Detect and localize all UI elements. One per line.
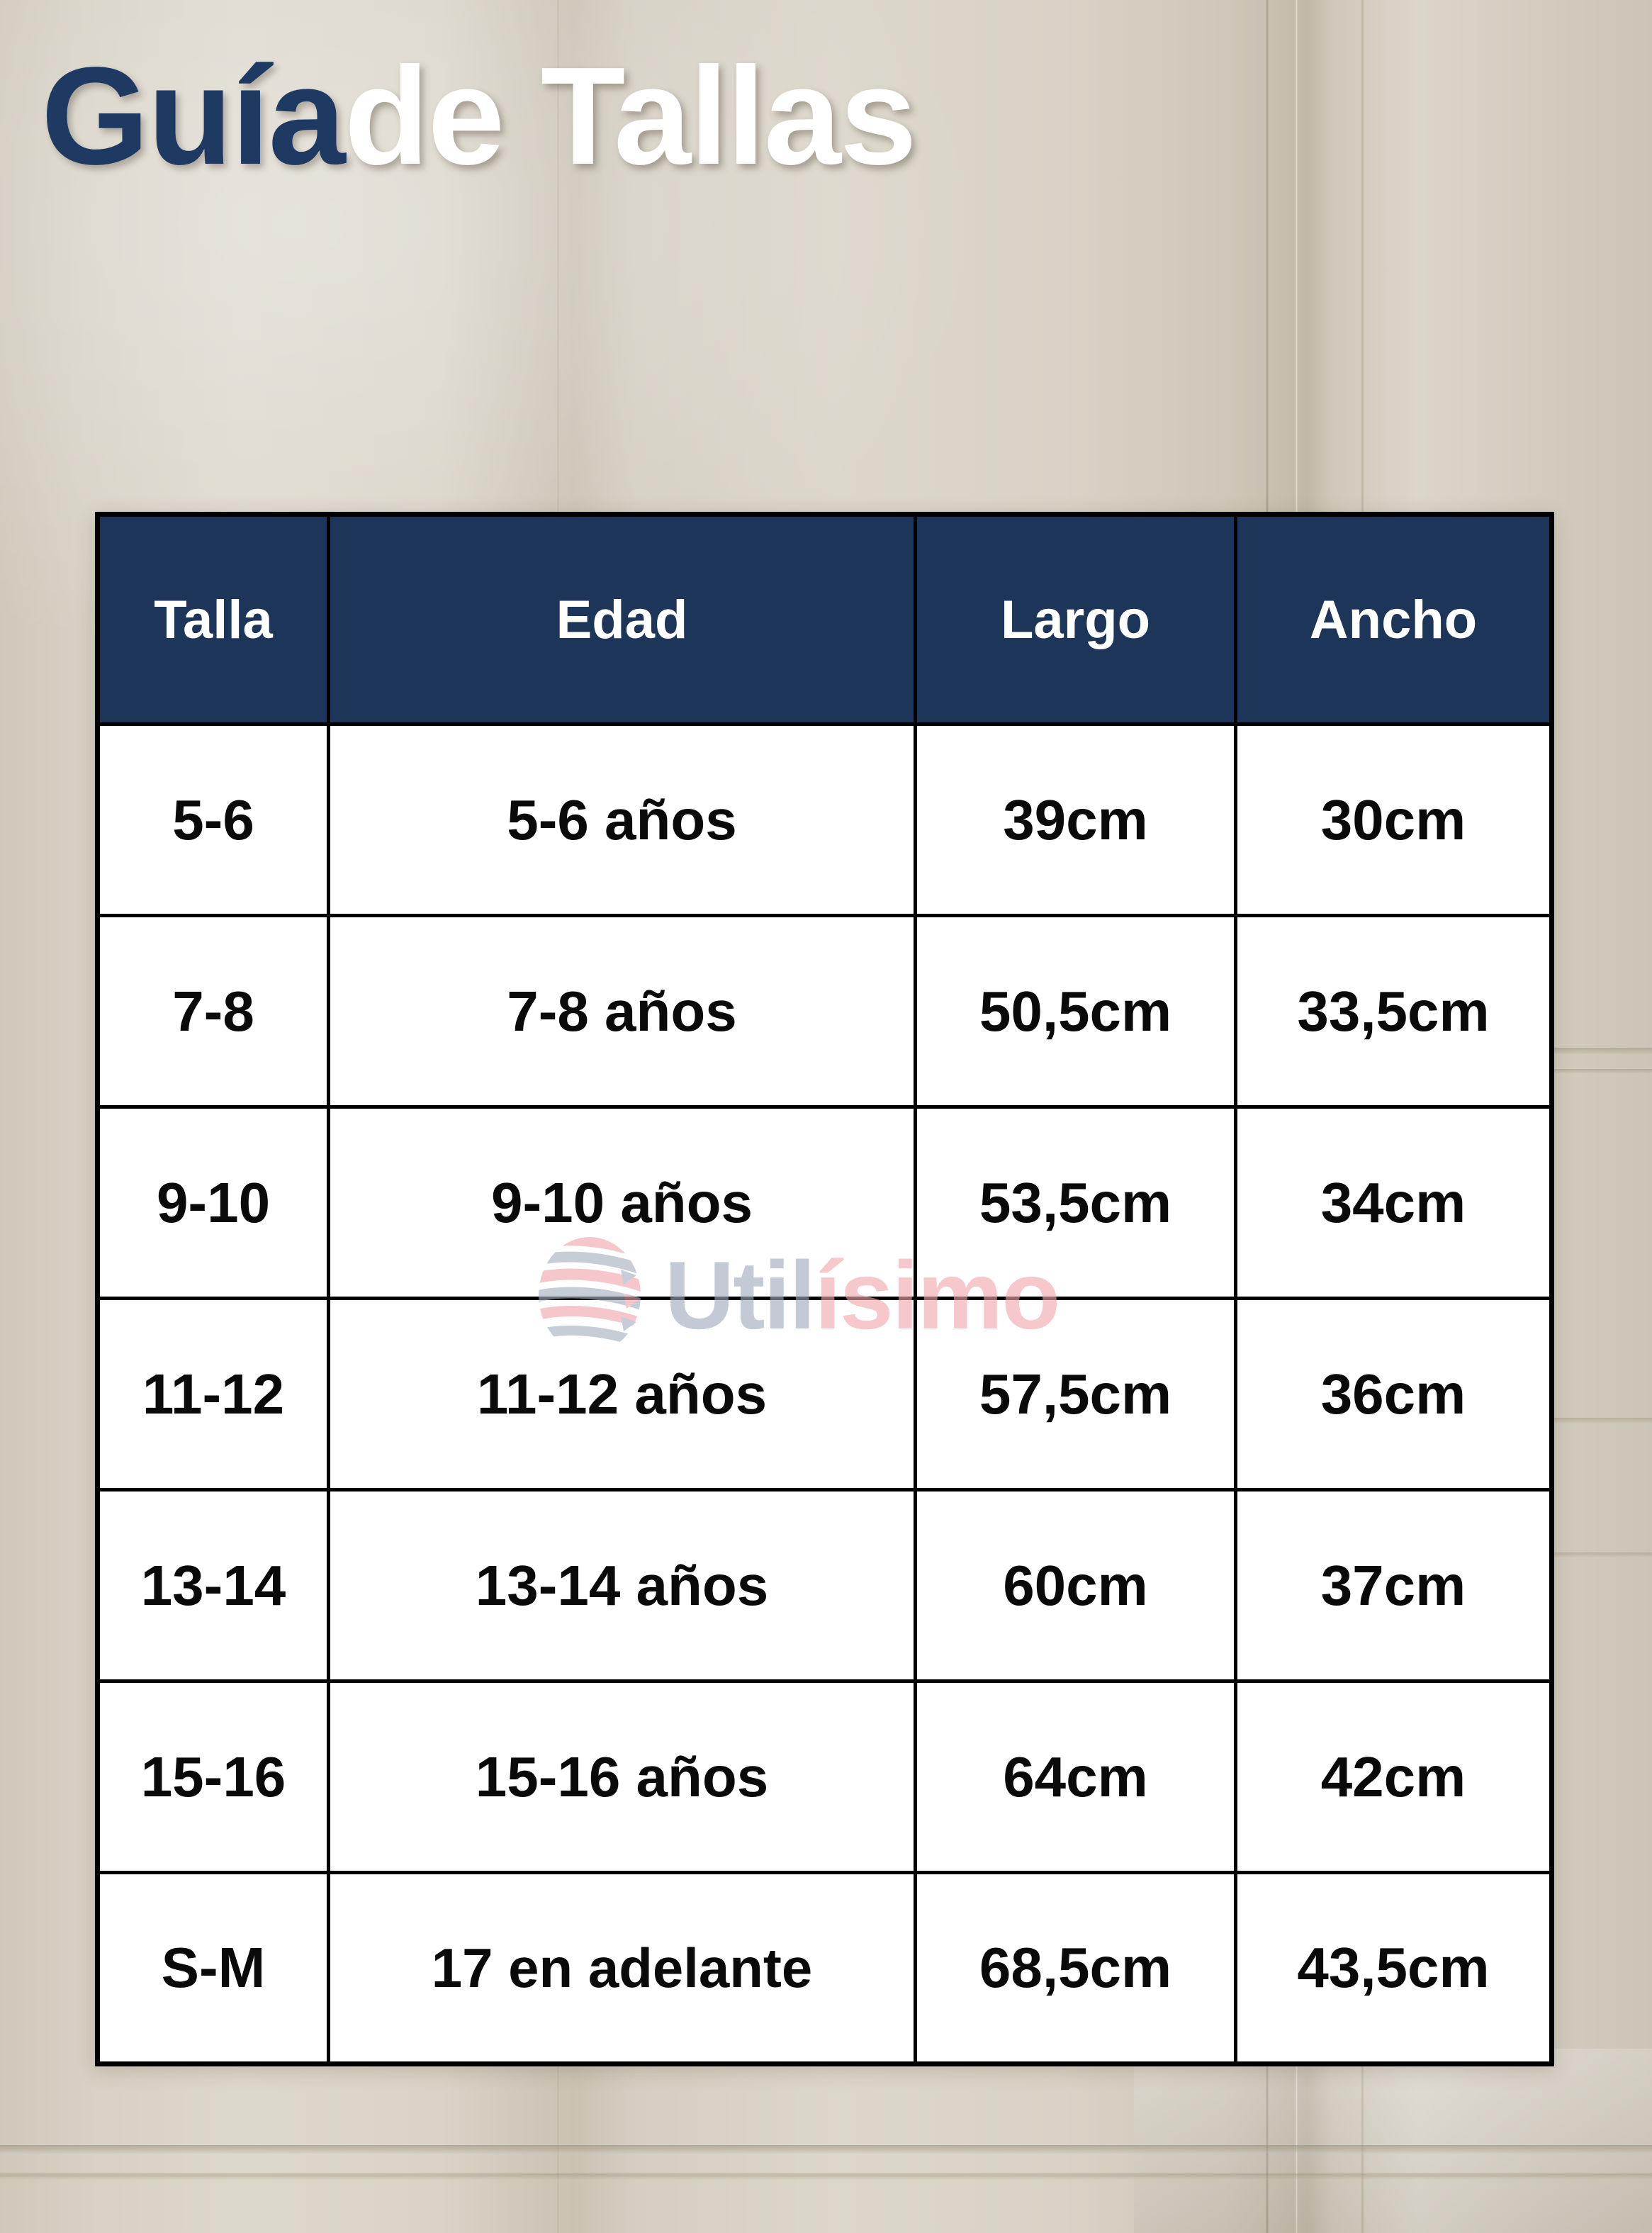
table-cell-ancho: 30cm [1234, 722, 1553, 917]
table-cell-talla: S-M [96, 1871, 330, 2064]
table-cell-ancho: 37cm [1234, 1488, 1553, 1683]
table-cell-ancho: 34cm [1234, 1105, 1553, 1300]
table-cell-largo: 50,5cm [914, 914, 1237, 1109]
column-header-largo: Largo [914, 514, 1237, 726]
table-cell-talla: 15-16 [96, 1679, 330, 1874]
table-cell-largo: 64cm [914, 1679, 1237, 1874]
table-cell-ancho: 33,5cm [1234, 914, 1553, 1109]
table-cell-largo: 60cm [914, 1488, 1237, 1683]
table-row: 9-10 9-10 años 53,5cm 34cm [96, 1105, 1553, 1300]
column-header-edad: Edad [327, 514, 917, 726]
table-cell-largo: 68,5cm [914, 1871, 1237, 2064]
table-cell-largo: 39cm [914, 722, 1237, 917]
table-cell-talla: 9-10 [96, 1105, 330, 1300]
page-title: Guíade Tallas [41, 47, 1600, 186]
table-cell-ancho: 43,5cm [1234, 1871, 1553, 2064]
table-row: 13-14 13-14 años 60cm 37cm [96, 1488, 1553, 1683]
table-cell-edad: 17 en adelante [327, 1871, 917, 2064]
size-guide-table: Talla Edad Largo Ancho 5-6 5-6 años 39cm 30… [95, 512, 1554, 2066]
table-cell-talla: 5-6 [96, 722, 330, 917]
table-cell-talla: 7-8 [96, 914, 330, 1109]
table-header: Talla Edad Largo Ancho [96, 514, 1553, 726]
column-header-ancho: Ancho [1234, 514, 1553, 726]
table-row: 11-12 11-12 años 57,5cm 36cm [96, 1297, 1553, 1492]
table-cell-edad: 13-14 años [327, 1488, 917, 1683]
table-cell-edad: 5-6 años [327, 722, 917, 917]
table-cell-ancho: 42cm [1234, 1679, 1553, 1874]
table-header-row: Talla Edad Largo Ancho [96, 514, 1553, 726]
page-title-strong: Guía [41, 38, 346, 194]
column-header-talla: Talla [96, 514, 330, 726]
table-row: 15-16 15-16 años 64cm 42cm [96, 1679, 1553, 1874]
table-row: 7-8 7-8 años 50,5cm 33,5cm [96, 914, 1553, 1109]
table-row: S-M 17 en adelante 68,5cm 43,5cm [96, 1871, 1553, 2064]
table-body: 5-6 5-6 años 39cm 30cm 7-8 7-8 años 50,5cm 33,5… [96, 722, 1553, 2064]
table-cell-edad: 15-16 años [327, 1679, 917, 1874]
table-cell-edad: 9-10 años [327, 1105, 917, 1300]
table-cell-largo: 53,5cm [914, 1105, 1237, 1300]
table-cell-edad: 11-12 años [327, 1297, 917, 1492]
table-cell-ancho: 36cm [1234, 1297, 1553, 1492]
table-row: 5-6 5-6 años 39cm 30cm [96, 722, 1553, 917]
table-cell-talla: 13-14 [96, 1488, 330, 1683]
table-cell-talla: 11-12 [96, 1297, 330, 1492]
table-cell-largo: 57,5cm [914, 1297, 1237, 1492]
page-title-light: de Tallas [344, 38, 917, 194]
table-cell-edad: 7-8 años [327, 914, 917, 1109]
